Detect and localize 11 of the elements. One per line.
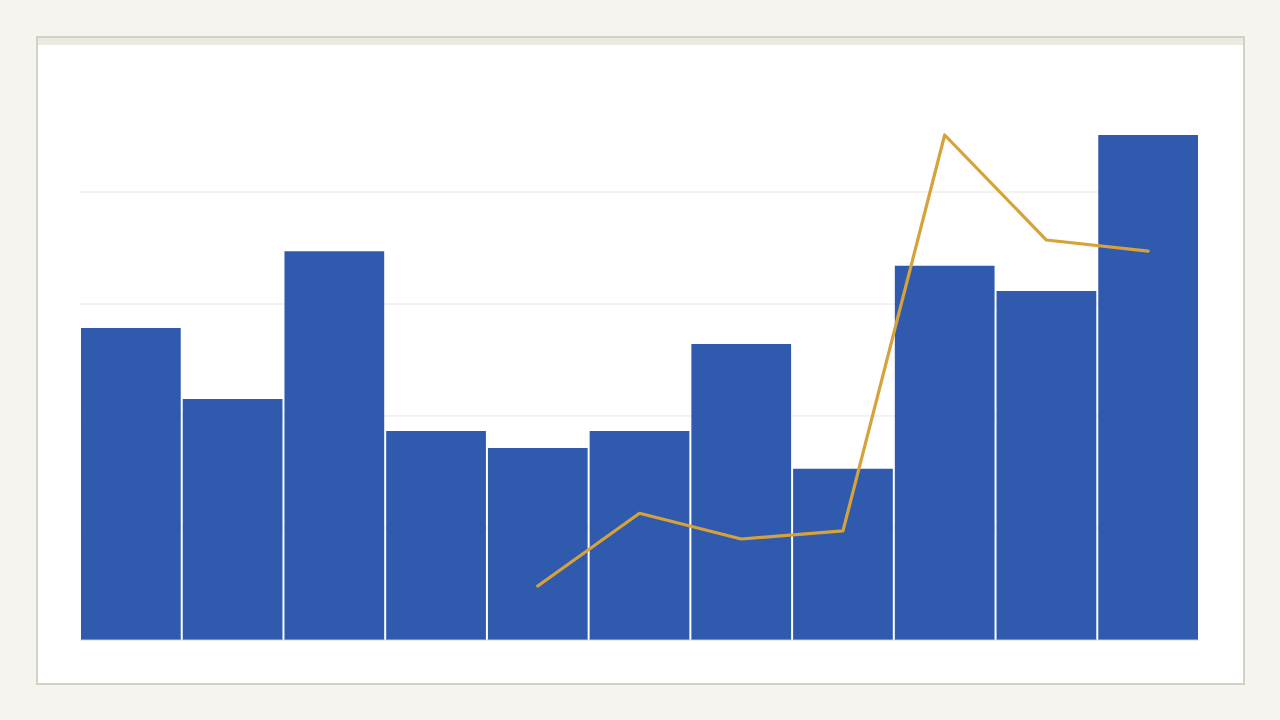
bar xyxy=(793,468,893,640)
bar xyxy=(386,430,486,640)
bar xyxy=(996,291,1097,640)
bar xyxy=(81,327,181,640)
bar xyxy=(894,265,995,640)
bar xyxy=(691,344,792,640)
bar xyxy=(487,448,588,640)
bar xyxy=(589,430,690,640)
bar xyxy=(284,251,385,640)
bar xyxy=(182,399,283,640)
bar xyxy=(1098,134,1199,640)
